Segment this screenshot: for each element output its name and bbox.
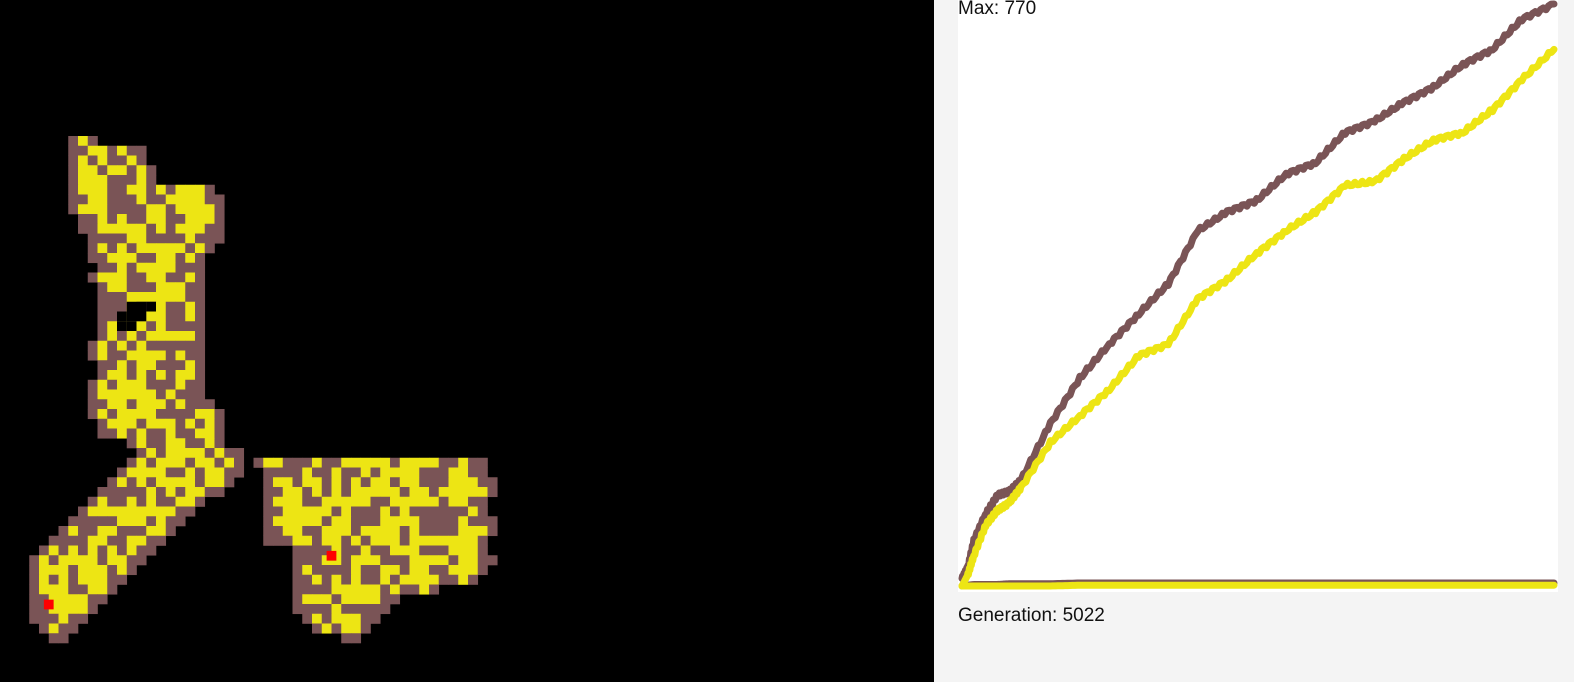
generation-label: Generation: 5022 [958, 605, 1105, 626]
series-line-3 [958, 581, 1558, 590]
simulation-grid [0, 0, 934, 682]
series-line-1 [958, 45, 1558, 590]
red-marker-cell-0 [326, 550, 337, 561]
plot-area [958, 0, 1558, 592]
cell-grid-canvas [29, 136, 498, 644]
max-label: Max: 770 [958, 0, 1037, 19]
population-chart-panel: Max: 770 Generation: 5022 [934, 0, 1574, 682]
red-marker-cell-1 [43, 599, 54, 610]
population-chart [958, 0, 1558, 590]
series-line-0 [958, 0, 1558, 582]
